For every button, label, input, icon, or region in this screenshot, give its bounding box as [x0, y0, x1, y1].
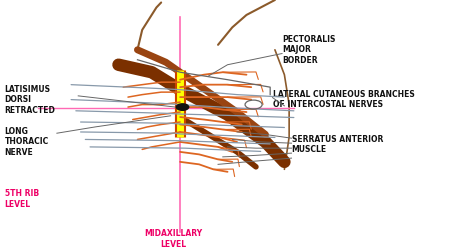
Text: LATERAL CUTANEOUS BRANCHES
OF INTERCOSTAL NERVES: LATERAL CUTANEOUS BRANCHES OF INTERCOSTA… — [273, 90, 414, 109]
Text: MIDAXILLARY
LEVEL: MIDAXILLARY LEVEL — [144, 229, 202, 249]
Text: PECTORALIS
MAJOR
BORDER: PECTORALIS MAJOR BORDER — [282, 35, 336, 65]
Text: LONG
THORACIC
NERVE: LONG THORACIC NERVE — [5, 127, 49, 157]
Circle shape — [176, 104, 189, 110]
Text: 5TH RIB
LEVEL: 5TH RIB LEVEL — [5, 189, 39, 209]
Text: SERRATUS ANTERIOR
MUSCLE: SERRATUS ANTERIOR MUSCLE — [292, 135, 383, 154]
Text: LATISIMUS
DORSI
RETRACTED: LATISIMUS DORSI RETRACTED — [5, 85, 55, 115]
